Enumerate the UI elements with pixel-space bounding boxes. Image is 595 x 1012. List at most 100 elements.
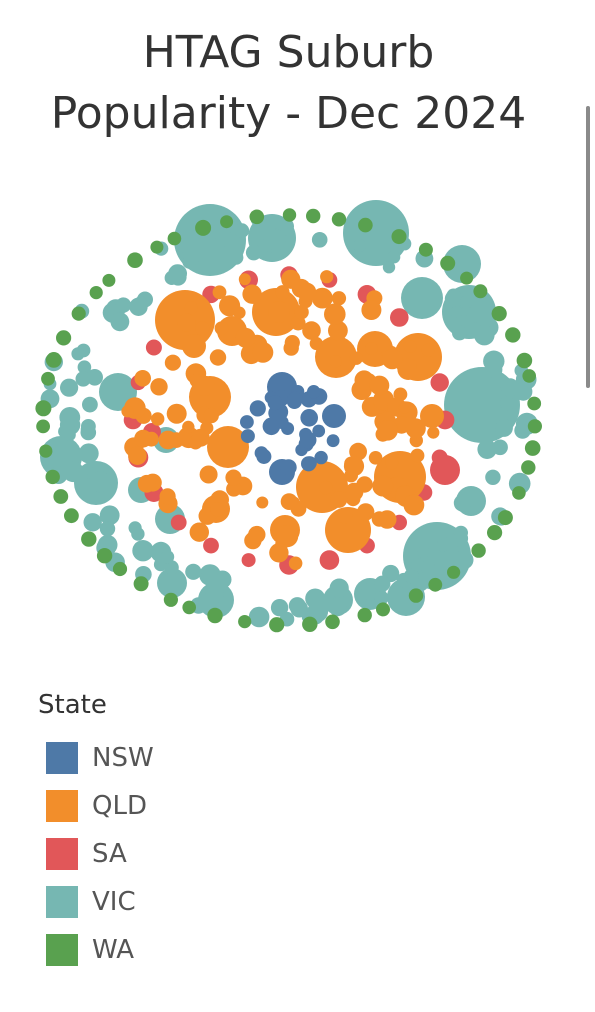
bubble-vic[interactable]: [329, 578, 349, 598]
bubble-qld[interactable]: [403, 340, 417, 353]
bubble-wa[interactable]: [127, 252, 143, 268]
bubble-wa[interactable]: [473, 284, 488, 299]
bubble-vic[interactable]: [500, 396, 515, 411]
bubble-vic[interactable]: [60, 378, 79, 397]
bubble-wa[interactable]: [238, 615, 252, 629]
bubble-wa[interactable]: [440, 255, 456, 271]
legend-item-vic[interactable]: VIC: [46, 878, 154, 926]
bubble-wa[interactable]: [53, 489, 69, 504]
bubble-nsw[interactable]: [307, 385, 321, 399]
bubble-vic[interactable]: [290, 599, 309, 618]
bubble-wa[interactable]: [41, 371, 55, 386]
bubble-sa[interactable]: [390, 308, 409, 327]
bubble-vic[interactable]: [444, 290, 462, 308]
bubble-nsw[interactable]: [299, 431, 317, 449]
bubble-wa[interactable]: [96, 548, 113, 564]
bubble-vic[interactable]: [374, 575, 391, 592]
bubble-qld[interactable]: [349, 351, 363, 365]
bubble-vic[interactable]: [436, 539, 450, 552]
bubble-nsw[interactable]: [240, 415, 254, 429]
bubble-vic[interactable]: [62, 461, 84, 483]
bubble-qld[interactable]: [372, 475, 394, 497]
bubble-vic[interactable]: [477, 439, 497, 459]
bubble-nsw[interactable]: [267, 395, 283, 411]
bubble-vic[interactable]: [456, 498, 471, 512]
bubble-vic[interactable]: [248, 606, 270, 628]
bubble-vic[interactable]: [453, 525, 468, 540]
bubble-qld[interactable]: [365, 342, 378, 355]
bubble-vic[interactable]: [382, 261, 396, 274]
bubble-qld[interactable]: [325, 507, 371, 553]
bubble-qld[interactable]: [276, 525, 299, 548]
bubble-nsw[interactable]: [280, 459, 297, 476]
bubble-wa[interactable]: [56, 330, 72, 346]
bubble-vic[interactable]: [483, 350, 505, 372]
bubble-wa[interactable]: [460, 271, 474, 285]
bubble-qld[interactable]: [343, 456, 365, 477]
bubble-vic[interactable]: [270, 599, 289, 617]
bubble-vic[interactable]: [417, 546, 430, 559]
bubble-vic[interactable]: [514, 382, 533, 401]
bubble-qld[interactable]: [191, 428, 210, 447]
bubble-vic[interactable]: [229, 250, 244, 265]
bubble-wa[interactable]: [516, 352, 533, 369]
bubble-vic[interactable]: [450, 305, 463, 318]
bubble-qld[interactable]: [405, 418, 426, 439]
bubble-vic[interactable]: [328, 597, 348, 617]
bubble-qld[interactable]: [309, 336, 323, 351]
legend-item-qld[interactable]: QLD: [46, 782, 154, 830]
bubble-qld[interactable]: [195, 321, 210, 336]
bubble-qld[interactable]: [269, 543, 289, 563]
bubble-qld[interactable]: [194, 375, 215, 396]
bubble-wa[interactable]: [487, 525, 503, 541]
bubble-vic[interactable]: [157, 568, 187, 598]
bubble-vic[interactable]: [452, 325, 467, 341]
bubble-nsw[interactable]: [312, 424, 326, 438]
bubble-qld[interactable]: [284, 335, 300, 351]
bubble-vic[interactable]: [245, 244, 262, 261]
bubble-nsw[interactable]: [256, 449, 272, 464]
bubble-qld[interactable]: [226, 481, 242, 497]
bubble-qld[interactable]: [209, 349, 227, 366]
bubble-wa[interactable]: [249, 209, 265, 225]
bubble-qld[interactable]: [354, 370, 374, 390]
bubble-wa[interactable]: [71, 306, 86, 321]
bubble-wa[interactable]: [524, 440, 541, 456]
bubble-vic[interactable]: [205, 584, 225, 604]
bubble-wa[interactable]: [81, 531, 97, 547]
bubble-qld[interactable]: [336, 507, 353, 524]
bubble-wa[interactable]: [102, 273, 116, 287]
bubble-qld[interactable]: [368, 451, 383, 465]
bubble-wa[interactable]: [64, 508, 79, 524]
bubble-wa[interactable]: [163, 592, 178, 607]
bubble-vic[interactable]: [160, 550, 175, 564]
bubble-vic[interactable]: [199, 564, 221, 586]
bubble-qld[interactable]: [319, 480, 333, 495]
bubble-wa[interactable]: [491, 306, 507, 322]
bubble-vic[interactable]: [59, 407, 81, 428]
bubble-wa[interactable]: [497, 510, 513, 526]
bubble-vic[interactable]: [485, 469, 501, 485]
bubble-qld[interactable]: [416, 355, 438, 377]
bubble-wa[interactable]: [408, 588, 424, 603]
bubble-vic[interactable]: [80, 423, 93, 436]
bubble-vic[interactable]: [78, 443, 99, 464]
bubble-nsw[interactable]: [314, 450, 328, 465]
bubble-qld[interactable]: [252, 342, 274, 363]
bubble-qld[interactable]: [330, 491, 348, 508]
bubble-qld[interactable]: [189, 522, 209, 542]
bubble-qld[interactable]: [371, 511, 388, 527]
bubble-vic[interactable]: [63, 429, 76, 441]
bubble-qld[interactable]: [397, 358, 420, 381]
bubble-wa[interactable]: [112, 561, 128, 577]
bubble-sa[interactable]: [430, 373, 449, 392]
bubble-vic[interactable]: [466, 306, 483, 323]
bubble-qld[interactable]: [385, 456, 399, 470]
bubble-sa[interactable]: [170, 514, 187, 531]
bubble-wa[interactable]: [325, 614, 340, 630]
bubble-vic[interactable]: [443, 245, 481, 283]
bubble-qld[interactable]: [164, 354, 181, 371]
bubble-qld[interactable]: [212, 285, 227, 300]
bubble-qld[interactable]: [361, 300, 382, 320]
bubble-vic[interactable]: [129, 297, 148, 316]
